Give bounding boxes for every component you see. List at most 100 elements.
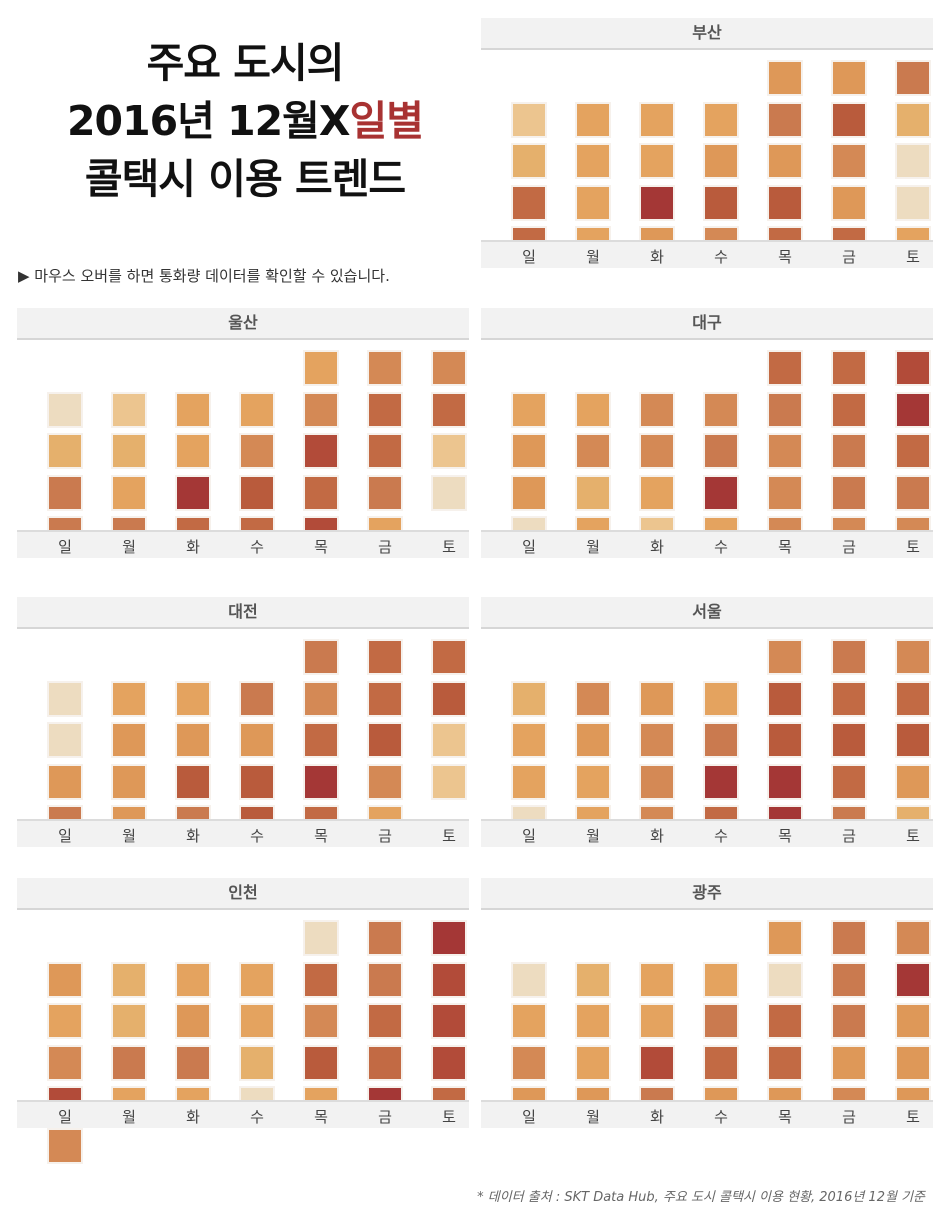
day-cell[interactable] bbox=[111, 391, 147, 428]
day-cell[interactable] bbox=[575, 101, 611, 138]
day-cell[interactable] bbox=[175, 763, 211, 800]
day-cell[interactable] bbox=[575, 143, 611, 179]
day-cell[interactable] bbox=[431, 1003, 467, 1039]
day-cell[interactable] bbox=[367, 1044, 403, 1081]
day-cell[interactable] bbox=[511, 680, 547, 717]
day-cell[interactable] bbox=[175, 961, 211, 998]
day-cell[interactable] bbox=[431, 763, 467, 800]
day-cell[interactable] bbox=[703, 722, 739, 758]
day-cell[interactable] bbox=[175, 391, 211, 428]
day-cell[interactable] bbox=[175, 433, 211, 469]
day-cell[interactable] bbox=[431, 350, 467, 386]
day-cell[interactable] bbox=[175, 1044, 211, 1081]
day-cell[interactable] bbox=[575, 184, 611, 221]
day-cell[interactable] bbox=[831, 433, 867, 469]
day-cell[interactable] bbox=[767, 920, 803, 956]
day-cell[interactable] bbox=[111, 763, 147, 800]
day-cell[interactable] bbox=[895, 350, 931, 386]
day-cell[interactable] bbox=[431, 1044, 467, 1081]
day-cell[interactable] bbox=[639, 391, 675, 428]
day-cell[interactable] bbox=[831, 722, 867, 758]
day-cell[interactable] bbox=[431, 680, 467, 717]
day-cell[interactable] bbox=[367, 1003, 403, 1039]
day-cell[interactable] bbox=[895, 680, 931, 717]
day-cell[interactable] bbox=[831, 101, 867, 138]
day-cell[interactable] bbox=[303, 763, 339, 800]
day-cell[interactable] bbox=[303, 1003, 339, 1039]
day-cell[interactable] bbox=[175, 680, 211, 717]
day-cell[interactable] bbox=[511, 474, 547, 511]
day-cell[interactable] bbox=[639, 433, 675, 469]
day-cell[interactable] bbox=[511, 1044, 547, 1081]
day-cell[interactable] bbox=[575, 474, 611, 511]
day-cell[interactable] bbox=[239, 763, 275, 800]
day-cell[interactable] bbox=[47, 474, 83, 511]
day-cell[interactable] bbox=[431, 920, 467, 956]
day-cell[interactable] bbox=[575, 1003, 611, 1039]
day-cell[interactable] bbox=[111, 433, 147, 469]
day-cell[interactable] bbox=[767, 101, 803, 138]
day-cell[interactable] bbox=[767, 1044, 803, 1081]
day-cell[interactable] bbox=[367, 391, 403, 428]
day-cell[interactable] bbox=[895, 920, 931, 956]
day-cell[interactable] bbox=[511, 143, 547, 179]
day-cell[interactable] bbox=[431, 433, 467, 469]
day-cell[interactable] bbox=[831, 184, 867, 221]
day-cell[interactable] bbox=[303, 1044, 339, 1081]
day-cell[interactable] bbox=[47, 722, 83, 758]
day-cell[interactable] bbox=[303, 350, 339, 386]
day-cell[interactable] bbox=[367, 722, 403, 758]
day-cell[interactable] bbox=[575, 391, 611, 428]
day-cell[interactable] bbox=[367, 474, 403, 511]
day-cell[interactable] bbox=[303, 391, 339, 428]
day-cell[interactable] bbox=[367, 920, 403, 956]
day-cell[interactable] bbox=[831, 920, 867, 956]
day-cell[interactable] bbox=[895, 433, 931, 469]
day-cell[interactable] bbox=[895, 184, 931, 221]
day-cell[interactable] bbox=[47, 680, 83, 717]
day-cell[interactable] bbox=[895, 763, 931, 800]
day-cell[interactable] bbox=[239, 961, 275, 998]
day-cell[interactable] bbox=[239, 680, 275, 717]
day-cell[interactable] bbox=[431, 639, 467, 675]
day-cell[interactable] bbox=[639, 184, 675, 221]
day-cell[interactable] bbox=[767, 474, 803, 511]
day-cell[interactable] bbox=[639, 101, 675, 138]
day-cell[interactable] bbox=[703, 391, 739, 428]
day-cell[interactable] bbox=[895, 101, 931, 138]
day-cell[interactable] bbox=[303, 474, 339, 511]
day-cell[interactable] bbox=[511, 101, 547, 138]
day-cell[interactable] bbox=[367, 763, 403, 800]
day-cell[interactable] bbox=[703, 680, 739, 717]
day-cell[interactable] bbox=[111, 1044, 147, 1081]
day-cell[interactable] bbox=[767, 763, 803, 800]
day-cell[interactable] bbox=[703, 763, 739, 800]
day-cell[interactable] bbox=[239, 391, 275, 428]
day-cell[interactable] bbox=[767, 680, 803, 717]
day-cell[interactable] bbox=[895, 474, 931, 511]
day-cell[interactable] bbox=[431, 722, 467, 758]
day-cell[interactable] bbox=[575, 722, 611, 758]
day-cell[interactable] bbox=[895, 143, 931, 179]
day-cell[interactable] bbox=[639, 1044, 675, 1081]
day-cell[interactable] bbox=[111, 474, 147, 511]
day-cell[interactable] bbox=[511, 722, 547, 758]
day-cell[interactable] bbox=[111, 680, 147, 717]
day-cell[interactable] bbox=[511, 184, 547, 221]
day-cell[interactable] bbox=[639, 143, 675, 179]
day-cell[interactable] bbox=[767, 722, 803, 758]
day-cell[interactable] bbox=[703, 143, 739, 179]
day-cell[interactable] bbox=[367, 639, 403, 675]
day-cell[interactable] bbox=[303, 433, 339, 469]
day-cell[interactable] bbox=[303, 639, 339, 675]
day-cell[interactable] bbox=[575, 1044, 611, 1081]
day-cell[interactable] bbox=[239, 433, 275, 469]
day-cell[interactable] bbox=[639, 763, 675, 800]
day-cell[interactable] bbox=[767, 1003, 803, 1039]
day-cell[interactable] bbox=[431, 961, 467, 998]
day-cell[interactable] bbox=[703, 184, 739, 221]
day-cell[interactable] bbox=[703, 1003, 739, 1039]
day-cell[interactable] bbox=[767, 60, 803, 96]
day-cell[interactable] bbox=[703, 474, 739, 511]
day-cell[interactable] bbox=[831, 143, 867, 179]
